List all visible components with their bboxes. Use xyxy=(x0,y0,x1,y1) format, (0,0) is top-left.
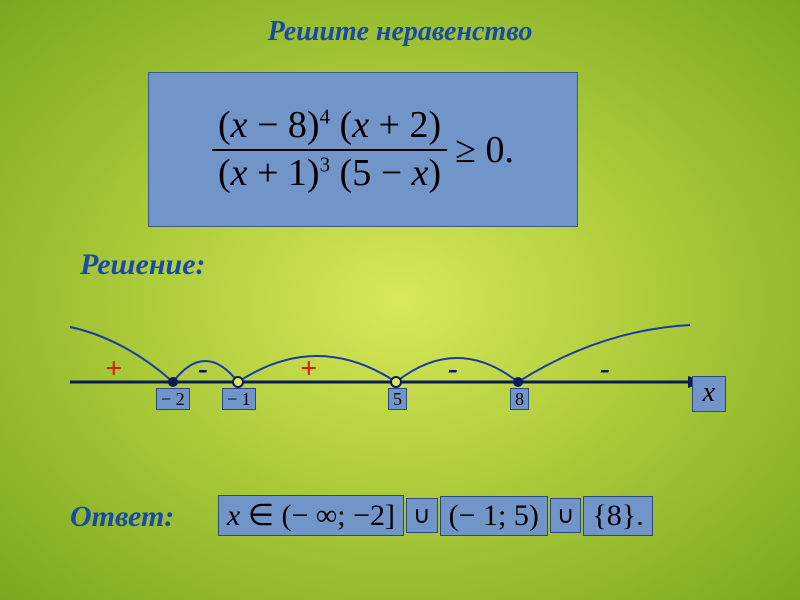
point-label-neg2: − 2 xyxy=(156,388,190,410)
page-title: Решите неравенство xyxy=(0,0,800,48)
sign-plus-2: + xyxy=(300,352,317,386)
sign-plus-1: + xyxy=(105,352,122,386)
point-label-neg1: − 1 xyxy=(222,388,256,410)
axis-x-label: x xyxy=(692,376,726,412)
answer-part-3: {8}. xyxy=(583,496,652,536)
answer-part-2: (− 1; 5) xyxy=(440,496,548,536)
answer-part-1: x ∈ (− ∞; −2] xyxy=(218,495,404,536)
solution-label: Решение: xyxy=(80,248,206,282)
relation-text: ≥ 0. xyxy=(455,128,514,172)
union-2: ∪ xyxy=(550,498,582,533)
point-label-8: 8 xyxy=(510,388,529,410)
number-line: + - + - - − 2 − 1 5 8 x xyxy=(70,310,730,430)
number-line-svg xyxy=(70,310,730,430)
answer-expression: x ∈ (− ∞; −2] ∪ (− 1; 5) ∪ {8}. xyxy=(218,495,653,536)
sign-minus-2: - xyxy=(448,352,458,386)
answer-label: Ответ: xyxy=(70,500,174,534)
point-label-5: 5 xyxy=(388,388,407,410)
sign-minus-1: - xyxy=(198,352,208,386)
union-1: ∪ xyxy=(406,498,438,533)
sign-minus-3: - xyxy=(600,352,610,386)
inequality-formula: (x − 8)4 (x + 2) (x + 1)3 (5 − x) ≥ 0. xyxy=(148,72,578,227)
